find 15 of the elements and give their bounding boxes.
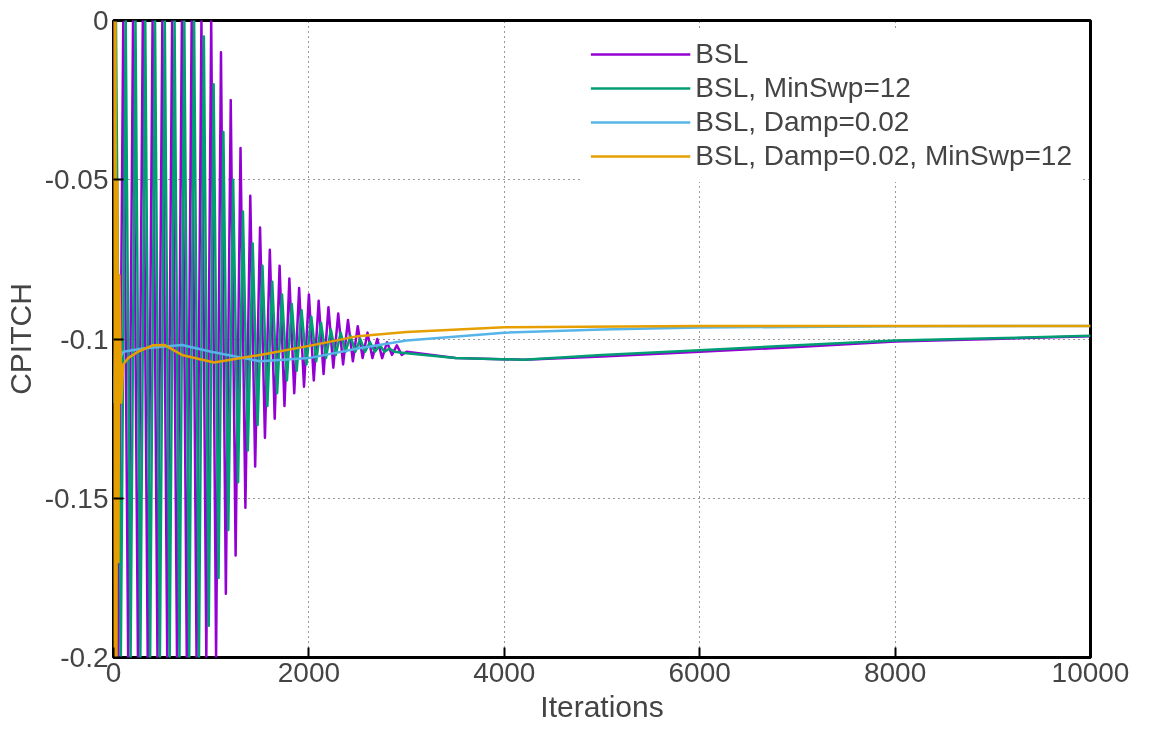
legend-label: BSL, MinSwp=12 xyxy=(695,72,911,104)
x-axis-title: Iterations xyxy=(540,689,664,723)
x-tick-label: 8000 xyxy=(863,656,927,688)
y-tick-label: -0.1 xyxy=(60,323,109,355)
legend-label: BSL, Damp=0.02, MinSwp=12 xyxy=(695,140,1072,172)
x-tick-label: 4000 xyxy=(473,656,536,688)
x-tick-label: 2000 xyxy=(277,656,341,688)
x-tick-label: 6000 xyxy=(668,656,731,688)
y-tick-label: -0.05 xyxy=(44,164,109,196)
y-tick-label: 0 xyxy=(92,5,109,36)
legend-label: BSL, Damp=0.02 xyxy=(695,106,910,138)
x-tick-label: 10000 xyxy=(1051,656,1130,688)
legend-label: BSL xyxy=(695,38,749,70)
y-tick-label: -0.15 xyxy=(44,482,109,514)
y-axis-title: CPITCH xyxy=(3,283,37,395)
